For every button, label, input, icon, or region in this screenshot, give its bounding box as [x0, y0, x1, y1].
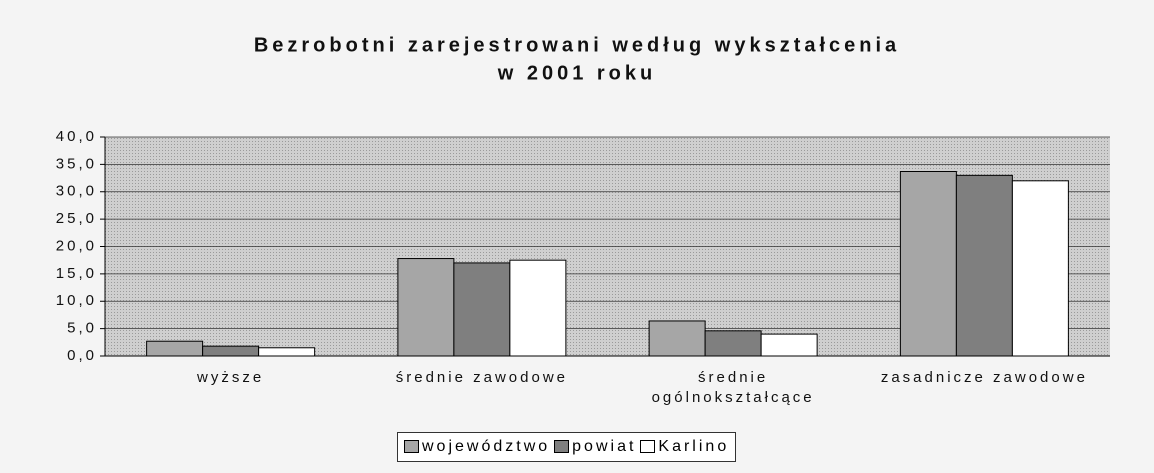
bar [899, 170, 957, 357]
bar [955, 174, 1013, 357]
x-tick-label: średnie zawodowe [395, 369, 568, 386]
bar [202, 345, 260, 357]
y-tick-label: 5,0 [67, 320, 97, 337]
y-tick-label: 25,0 [56, 210, 97, 227]
legend-label: Karlino [658, 438, 730, 455]
x-tick-label: wyższe [197, 369, 265, 386]
x-tick-label: zasadnicze zawodowe [880, 369, 1088, 386]
bar [648, 320, 706, 357]
bar [704, 330, 762, 357]
legend: województwo powiat Karlino [397, 432, 737, 462]
y-tick-label: 10,0 [56, 292, 97, 309]
bar [509, 259, 567, 357]
legend-label: województwo [422, 438, 551, 455]
bar [760, 333, 818, 357]
bar [146, 340, 204, 357]
y-tick-label: 30,0 [56, 183, 97, 200]
legend-label: powiat [572, 438, 637, 455]
legend-swatch [554, 440, 570, 454]
x-tick-label: średnie ogólnokształcące [651, 369, 815, 406]
bar [1011, 180, 1069, 357]
bar [453, 262, 511, 357]
bar [258, 347, 316, 357]
legend-item: powiat [554, 438, 636, 456]
y-tick-label: 20,0 [56, 237, 97, 254]
bar [397, 258, 455, 357]
y-tick-label: 35,0 [56, 155, 97, 172]
legend-item: Karlino [640, 438, 729, 456]
chart-title: Bezrobotni zarejestrowani według wykszta… [254, 34, 900, 56]
legend-swatch [404, 440, 419, 454]
y-tick-label: 40,0 [56, 128, 97, 145]
chart-title: w 2001 roku [497, 62, 657, 84]
y-tick-label: 15,0 [56, 265, 97, 282]
y-tick-label: 0,0 [67, 347, 97, 364]
legend-item: województwo [404, 438, 550, 456]
legend-swatch [640, 440, 656, 454]
